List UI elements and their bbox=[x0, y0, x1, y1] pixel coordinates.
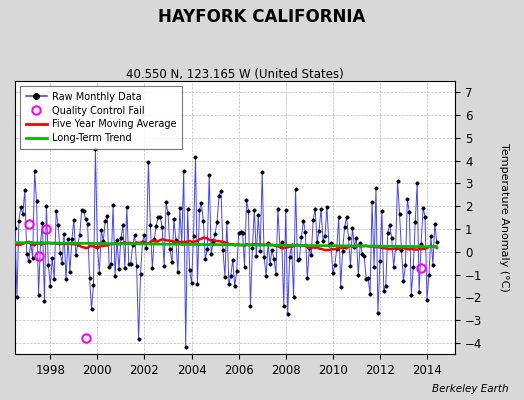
Legend: Raw Monthly Data, Quality Control Fail, Five Year Moving Average, Long-Term Tren: Raw Monthly Data, Quality Control Fail, … bbox=[20, 86, 182, 149]
Y-axis label: Temperature Anomaly (°C): Temperature Anomaly (°C) bbox=[499, 143, 509, 292]
Text: Berkeley Earth: Berkeley Earth bbox=[432, 384, 508, 394]
Text: HAYFORK CALIFORNIA: HAYFORK CALIFORNIA bbox=[158, 8, 366, 26]
Title: 40.550 N, 123.165 W (United States): 40.550 N, 123.165 W (United States) bbox=[126, 68, 344, 81]
